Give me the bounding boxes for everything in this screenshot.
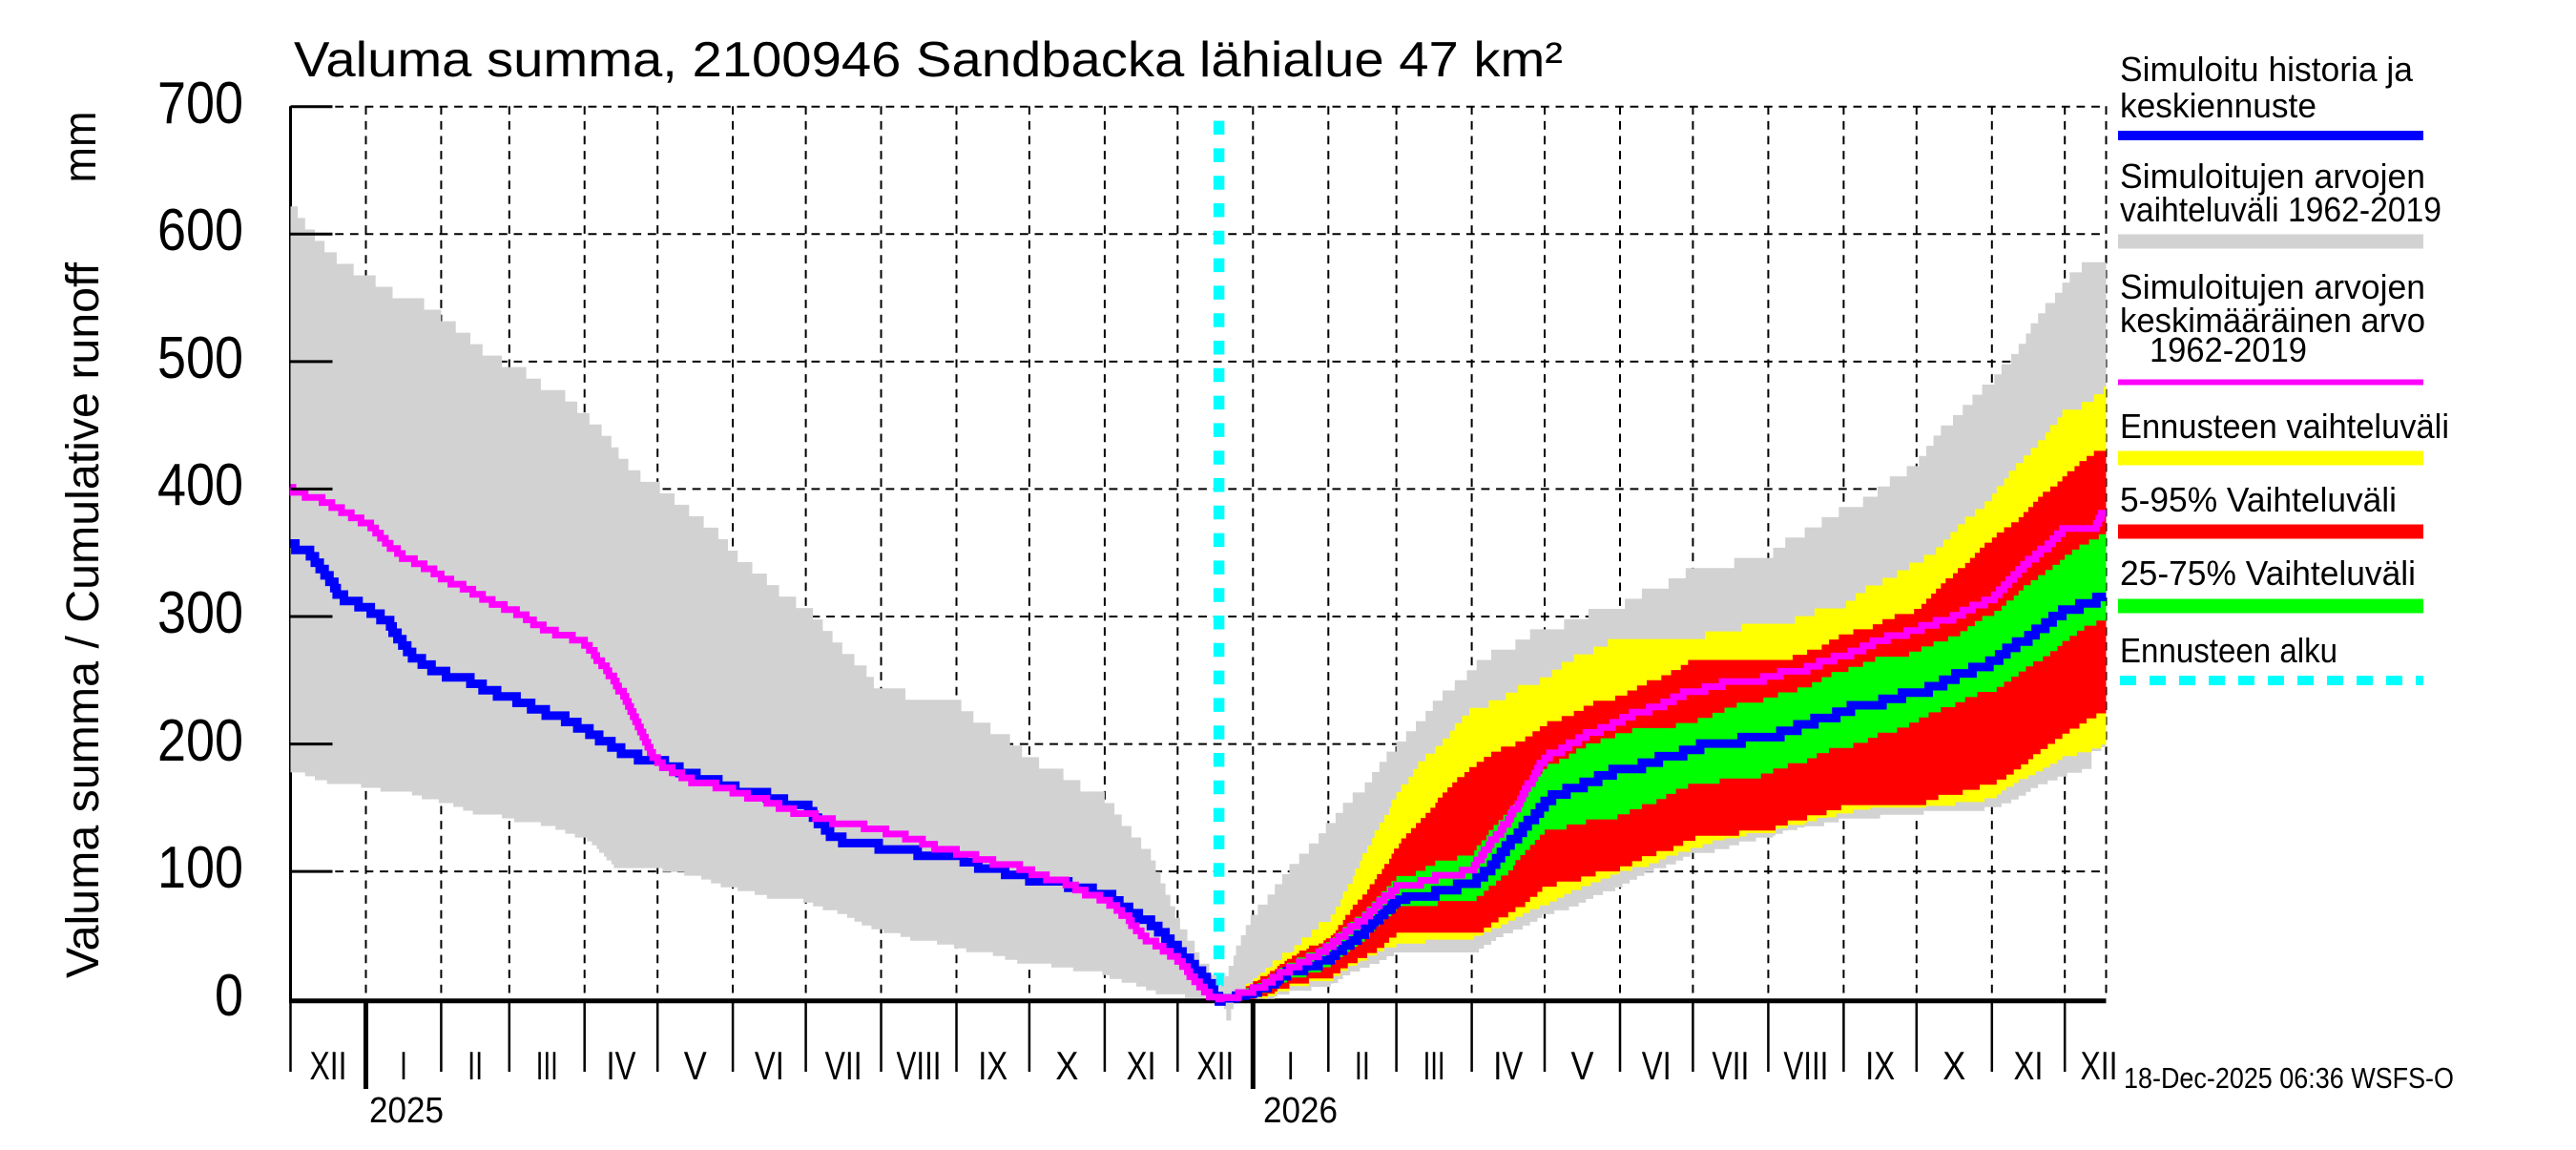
svg-text:Ennusteen alku: Ennusteen alku: [2120, 631, 2337, 670]
svg-text:200: 200: [157, 708, 243, 774]
svg-text:IX: IX: [978, 1043, 1008, 1088]
svg-text:mm: mm: [55, 112, 106, 183]
svg-text:5-95% Vaihteluväli: 5-95% Vaihteluväli: [2120, 480, 2397, 519]
svg-text:VIII: VIII: [1783, 1043, 1828, 1088]
svg-text:18-Dec-2025 06:36 WSFS-O: 18-Dec-2025 06:36 WSFS-O: [2124, 1061, 2454, 1095]
svg-text:0: 0: [215, 963, 243, 1029]
svg-text:Valuma summa, 2100946 Sandback: Valuma summa, 2100946 Sandbacka lähialue…: [294, 32, 1563, 88]
svg-text:V: V: [684, 1043, 707, 1088]
svg-text:vaihteluväli 1962-2019: vaihteluväli 1962-2019: [2120, 190, 2441, 229]
svg-text:IV: IV: [607, 1043, 636, 1088]
svg-text:Simuloitu historia ja: Simuloitu historia ja: [2120, 50, 2414, 89]
svg-text:I: I: [400, 1043, 407, 1088]
svg-text:700: 700: [157, 71, 243, 136]
svg-text:X: X: [1055, 1043, 1078, 1088]
svg-text:I: I: [1287, 1043, 1295, 1088]
svg-text:2026: 2026: [1263, 1091, 1338, 1131]
svg-text:X: X: [1942, 1043, 1965, 1088]
svg-text:XII: XII: [1196, 1043, 1234, 1088]
svg-text:keskimääräinen arvo: keskimääräinen arvo: [2120, 301, 2425, 340]
svg-text:VIII: VIII: [897, 1043, 942, 1088]
svg-text:300: 300: [157, 580, 243, 646]
svg-text:600: 600: [157, 198, 243, 263]
svg-text:V: V: [1571, 1043, 1594, 1088]
svg-text:500: 500: [157, 325, 243, 391]
svg-text:IX: IX: [1865, 1043, 1895, 1088]
svg-text:VI: VI: [1642, 1043, 1672, 1088]
svg-text:XII: XII: [310, 1043, 347, 1088]
svg-text:XI: XI: [1127, 1043, 1156, 1088]
svg-text:III: III: [1423, 1043, 1445, 1088]
svg-text:VI: VI: [755, 1043, 784, 1088]
svg-text:Ennusteen vaihteluväli: Ennusteen vaihteluväli: [2120, 407, 2449, 446]
svg-text:II: II: [467, 1043, 483, 1088]
svg-text:IV: IV: [1493, 1043, 1523, 1088]
svg-text:25-75% Vaihteluväli: 25-75% Vaihteluväli: [2120, 554, 2416, 593]
svg-text:VII: VII: [1712, 1043, 1749, 1088]
svg-text:keskiennuste: keskiennuste: [2120, 86, 2316, 125]
svg-text:Simuloitujen arvojen: Simuloitujen arvojen: [2120, 157, 2425, 196]
svg-text:Simuloitujen arvojen: Simuloitujen arvojen: [2120, 267, 2425, 306]
svg-text:III: III: [536, 1043, 558, 1088]
svg-text:XI: XI: [2014, 1043, 2044, 1088]
svg-text:VII: VII: [825, 1043, 862, 1088]
svg-text:Valuma summa / Cumulative runo: Valuma summa / Cumulative runoff: [58, 261, 109, 978]
svg-text:1962-2019: 1962-2019: [2150, 330, 2307, 369]
svg-text:XII: XII: [2081, 1043, 2118, 1088]
svg-text:II: II: [1355, 1043, 1370, 1088]
svg-text:100: 100: [157, 835, 243, 901]
svg-text:2025: 2025: [369, 1091, 444, 1131]
svg-text:400: 400: [157, 452, 243, 518]
